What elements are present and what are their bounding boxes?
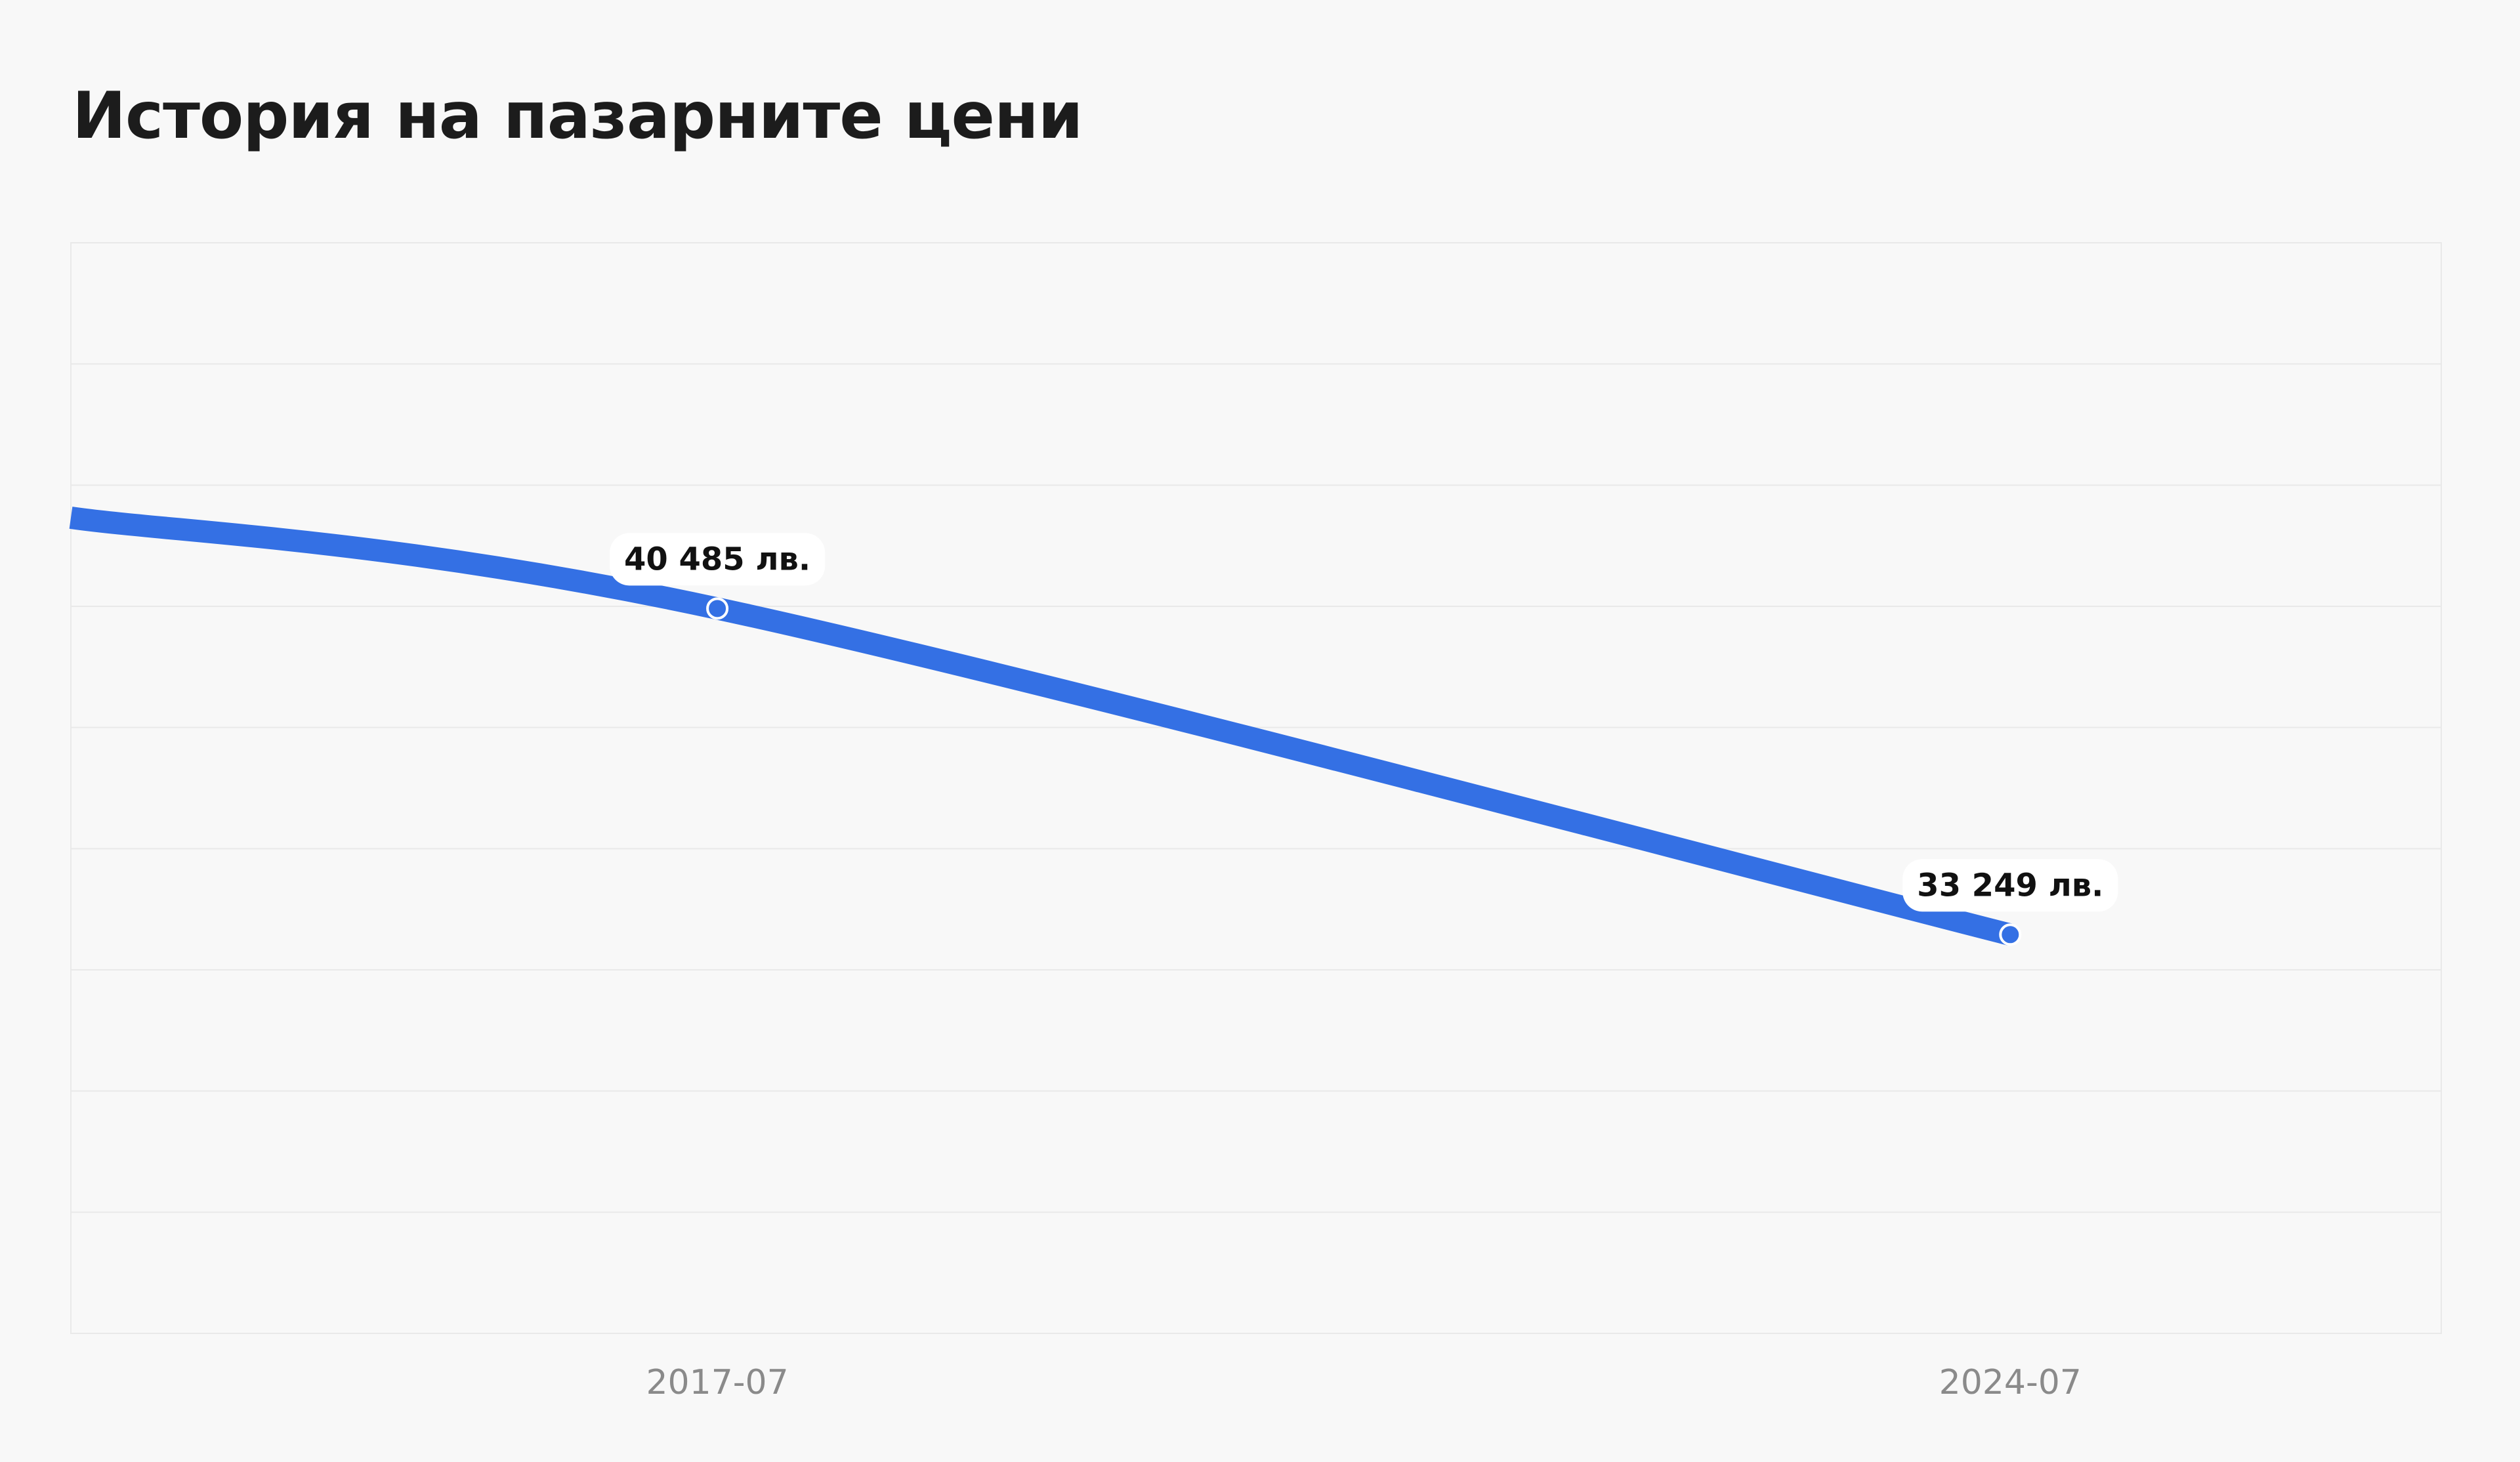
data-label-background — [609, 533, 826, 586]
data-point — [706, 597, 729, 620]
plot-area — [70, 242, 2442, 1334]
data-point — [1999, 923, 2022, 946]
x-tick-label: 2017-07 — [646, 1363, 788, 1402]
data-label-background — [1902, 859, 2118, 912]
series-line — [69, 507, 2013, 946]
data-label-text: 40 485 лв. — [624, 541, 810, 577]
x-tick-label: 2024-07 — [1939, 1363, 2082, 1402]
data-label: 33 249 лв. — [1902, 859, 2118, 912]
page-title: История на пазарните цени — [72, 79, 1083, 154]
data-label: 40 485 лв. — [609, 533, 826, 586]
data-label-text: 33 249 лв. — [1917, 867, 2103, 904]
